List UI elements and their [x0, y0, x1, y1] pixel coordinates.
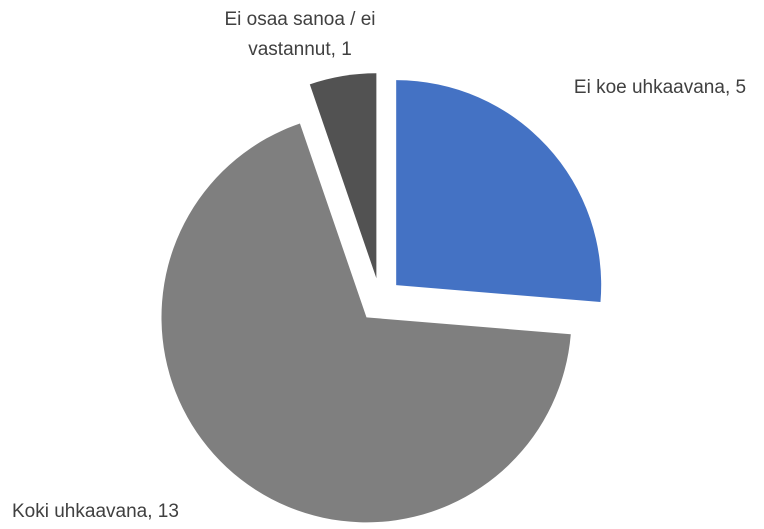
- label-value: 5: [735, 77, 747, 98]
- pie-slice: [161, 123, 571, 523]
- label-category: Ei osaa sanoa / ei vastannut: [224, 9, 375, 60]
- pie-slice: [309, 73, 377, 279]
- label-value: 13: [157, 501, 179, 522]
- label-value: 1: [341, 39, 352, 60]
- data-label: Koki uhkaavana 13: [12, 497, 312, 527]
- data-label: Ei koe uhkaavana 5: [560, 73, 760, 103]
- data-label: Ei osaa sanoa / ei vastannut 1: [200, 5, 400, 65]
- label-category: Koki uhkaavana: [12, 501, 153, 522]
- label-category: Ei koe uhkaavana: [574, 77, 730, 98]
- pie-slice: [396, 80, 602, 303]
